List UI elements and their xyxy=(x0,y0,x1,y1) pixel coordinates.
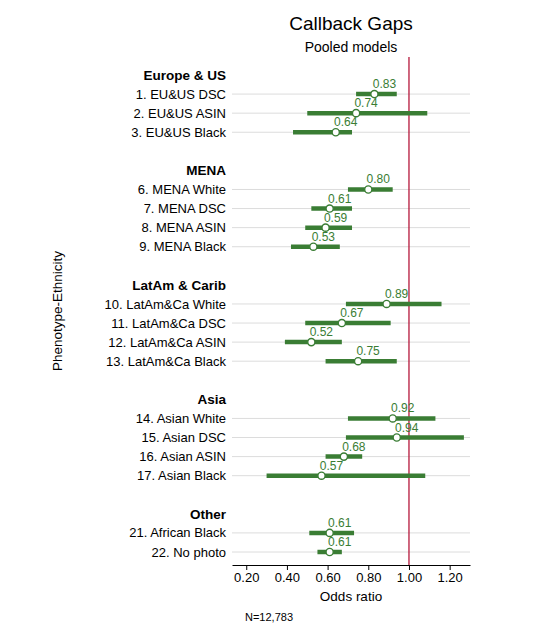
grid-line xyxy=(232,227,470,228)
grid-line xyxy=(232,342,470,343)
data-label: 0.67 xyxy=(340,306,364,320)
point-estimate xyxy=(326,548,333,555)
grid-line xyxy=(232,208,470,209)
row-label: 2. EU&US ASIN xyxy=(134,106,226,121)
grid-line xyxy=(232,113,470,114)
row-label: 14. Asian White xyxy=(136,411,226,426)
x-tick-label: 1.00 xyxy=(397,570,422,585)
grid-line xyxy=(232,323,470,324)
reference-line xyxy=(408,57,409,565)
ci-bar xyxy=(307,111,427,116)
grid-line xyxy=(232,94,470,95)
y-axis-title: Phenotype-Ethnicity xyxy=(50,251,65,371)
row-labels: Europe & US 1. EU&US DSC 2. EU&US ASIN 3. E… xyxy=(105,68,227,560)
point-estimate xyxy=(393,434,400,441)
data-label: 0.92 xyxy=(391,401,415,415)
data-label: 0.52 xyxy=(310,325,334,339)
data-label: 0.61 xyxy=(328,516,352,530)
x-tick: 1.20 xyxy=(438,565,463,585)
grid-line xyxy=(232,456,470,457)
grid-line xyxy=(232,246,470,247)
row-label: 15. Asian DSC xyxy=(141,430,226,445)
point-estimate xyxy=(365,186,372,193)
row-label: 22. No photo xyxy=(152,545,226,560)
x-tick-label: 0.20 xyxy=(234,570,259,585)
title: Callback Gaps xyxy=(289,13,413,34)
grid-line xyxy=(232,437,470,438)
row-label: 16. Asian ASIN xyxy=(139,449,226,464)
data-label: 0.75 xyxy=(356,344,380,358)
group-header: MENA xyxy=(186,163,226,178)
data-label: 0.74 xyxy=(354,96,378,110)
ci-bar xyxy=(267,473,426,478)
x-axis: 0.20 0.40 0.60 0.80 1.00 1.20 xyxy=(233,565,471,585)
row-label: 7. MENA DSC xyxy=(144,201,226,216)
group-header: Other xyxy=(190,507,227,522)
point-estimate xyxy=(310,243,317,250)
x-axis-line xyxy=(233,565,471,566)
point-estimate xyxy=(332,129,339,136)
data-label: 0.83 xyxy=(373,77,397,91)
group-header: LatAm & Carib xyxy=(132,278,226,293)
row-label: 12. LatAm&Ca ASIN xyxy=(108,335,226,350)
note: N=12,783 xyxy=(245,611,293,623)
data-label: 0.80 xyxy=(367,172,391,186)
data-label: 0.57 xyxy=(320,459,344,473)
marks xyxy=(267,57,464,565)
ci-bar xyxy=(293,130,352,135)
data-labels: 0.83 0.74 0.64 0.80 0.61 0.59 0.53 0.89 0.67 0.52… xyxy=(310,77,419,549)
grid-line xyxy=(232,303,470,304)
data-label: 0.68 xyxy=(342,440,366,454)
group-header: Asia xyxy=(197,392,226,407)
row-label: 21. African Black xyxy=(129,525,226,540)
x-tick: 0.60 xyxy=(315,565,340,585)
data-label: 0.61 xyxy=(328,192,352,206)
grid-line xyxy=(232,418,470,419)
point-estimate xyxy=(355,358,362,365)
row-label: 9. MENA Black xyxy=(139,239,226,254)
data-label: 0.94 xyxy=(395,421,419,435)
x-tick: 0.40 xyxy=(275,565,300,585)
row-label: 11. LatAm&Ca DSC xyxy=(111,316,226,331)
x-tick-label: 1.20 xyxy=(438,570,463,585)
group-header: Europe & US xyxy=(143,68,226,83)
row-label: 8. MENA ASIN xyxy=(141,220,226,235)
grid-line xyxy=(232,552,470,553)
x-axis-title: Odds ratio xyxy=(320,589,382,604)
row-label: 17. Asian Black xyxy=(137,468,226,483)
row-label: 6. MENA White xyxy=(138,182,226,197)
point-estimate xyxy=(308,339,315,346)
data-label: 0.61 xyxy=(328,535,352,549)
data-label: 0.59 xyxy=(324,211,348,225)
x-tick-label: 0.60 xyxy=(315,570,340,585)
grid-line xyxy=(232,189,470,190)
data-label: 0.64 xyxy=(334,115,358,129)
grid xyxy=(232,94,470,552)
x-tick: 1.00 xyxy=(397,565,422,585)
grid-line xyxy=(232,132,470,133)
grid-line xyxy=(232,361,470,362)
grid-line xyxy=(232,532,470,533)
subtitle: Pooled models xyxy=(305,39,398,55)
x-tick: 0.80 xyxy=(356,565,381,585)
grid-line xyxy=(232,475,470,476)
row-label: 10. LatAm&Ca White xyxy=(105,297,226,312)
x-tick-label: 0.40 xyxy=(275,570,300,585)
row-label: 13. LatAm&Ca Black xyxy=(106,354,226,369)
chart: Callback Gaps Pooled models Europe & US 1. … xyxy=(0,0,554,628)
data-label: 0.53 xyxy=(312,230,336,244)
row-label: 1. EU&US DSC xyxy=(136,87,226,102)
row-label: 3. EU&US Black xyxy=(131,125,226,140)
x-tick-label: 0.80 xyxy=(356,570,381,585)
point-estimate xyxy=(318,472,325,479)
data-label: 0.89 xyxy=(385,287,409,301)
x-tick: 0.20 xyxy=(234,565,259,585)
point-estimate xyxy=(383,300,390,307)
point-estimate xyxy=(338,319,345,326)
